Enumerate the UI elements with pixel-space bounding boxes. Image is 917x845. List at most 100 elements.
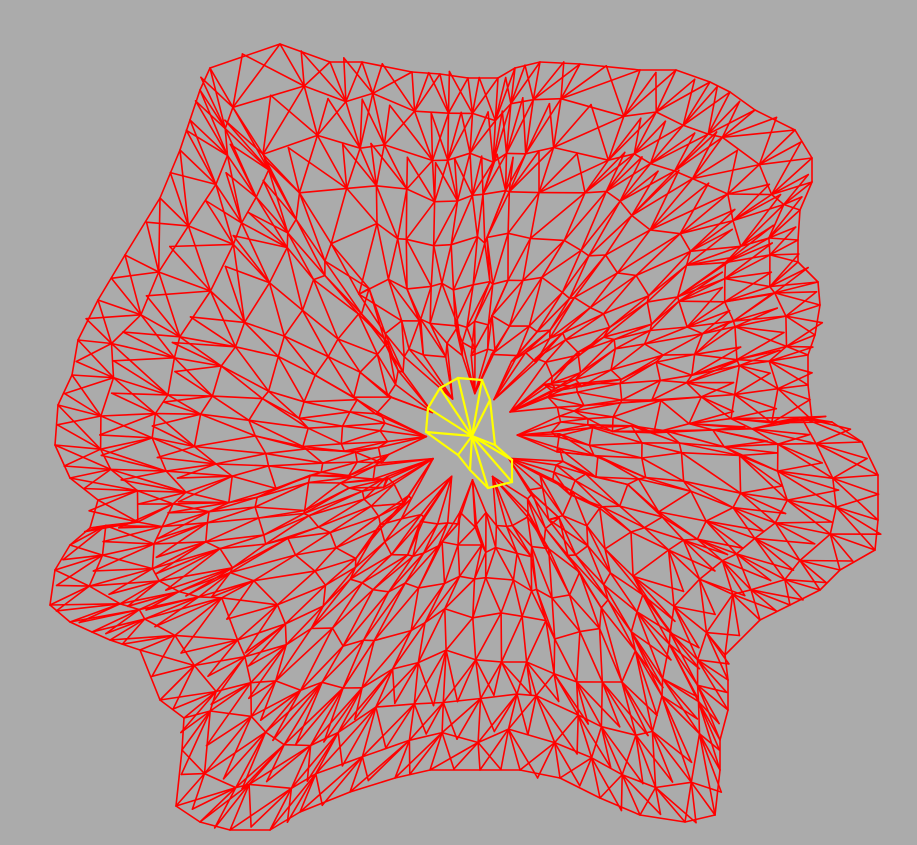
mesh-edge [62, 524, 107, 561]
mesh-edge [231, 543, 267, 569]
mesh-edge [199, 783, 250, 823]
mesh-edge [829, 533, 854, 562]
mesh-edge [753, 537, 795, 571]
mesh-edge [693, 332, 704, 356]
mesh-edge [264, 689, 302, 733]
mesh-edge [530, 555, 533, 592]
mesh-edge [353, 686, 363, 721]
mesh-edge [441, 243, 453, 285]
mesh-edge [159, 690, 217, 701]
mesh-edge [700, 393, 736, 398]
mesh-edge [726, 163, 761, 195]
mesh-edge [180, 596, 223, 654]
mesh-edge [193, 445, 267, 455]
mesh-edge [474, 658, 482, 700]
mesh-edge [83, 468, 112, 490]
mesh-edge [470, 324, 490, 357]
mesh-edge [547, 518, 589, 547]
mesh-edge [619, 170, 676, 202]
mesh-edge [559, 417, 589, 423]
mesh-edge [235, 731, 267, 789]
mesh-edge [553, 672, 578, 683]
mesh-edge [604, 229, 652, 256]
mesh-edge [387, 552, 425, 593]
mesh-edge [371, 71, 413, 95]
mesh-edge [732, 506, 777, 524]
mesh-edge [817, 281, 821, 306]
mesh-edge [363, 498, 373, 507]
mesh-edge [285, 627, 313, 646]
mesh-edge [673, 605, 699, 661]
mesh-edge [649, 120, 667, 165]
mesh-edge [559, 756, 593, 779]
mesh-edge [622, 69, 677, 118]
mesh-edge [561, 306, 592, 334]
mesh-edge [768, 237, 799, 241]
mesh-edge [169, 171, 217, 186]
mesh-edge [698, 578, 734, 596]
mesh-edge [560, 61, 565, 100]
mesh-edge [610, 369, 623, 381]
mesh-edge [682, 480, 742, 495]
mesh-edge [633, 120, 667, 155]
mesh-edge [244, 623, 287, 654]
mesh-edge [580, 190, 608, 252]
mesh-edge [250, 715, 267, 733]
mesh-edge [112, 359, 169, 396]
mesh-edge [232, 43, 281, 109]
mesh-edge [619, 200, 633, 217]
mesh-edge [340, 440, 389, 445]
mesh-edge [341, 411, 351, 428]
mesh-edge [89, 499, 99, 529]
mesh-edge [535, 588, 547, 622]
mesh-edge [174, 634, 196, 667]
mesh-edge [120, 470, 167, 481]
mesh-edge [161, 503, 174, 528]
mesh-edge [453, 741, 479, 770]
mesh-edge [394, 383, 434, 414]
mesh-edge [807, 384, 813, 421]
mesh-edge [206, 506, 256, 524]
mesh-edge [387, 555, 414, 593]
mesh-edge [607, 115, 625, 161]
mesh-edge [193, 639, 239, 667]
mesh-edge [768, 209, 801, 239]
mesh-edge [689, 219, 734, 253]
mesh-edge [685, 374, 693, 384]
mesh-edge [110, 271, 160, 280]
mesh-edge [732, 203, 785, 222]
mesh-edge [585, 507, 601, 527]
mesh-edge [102, 525, 163, 543]
mesh-edge [298, 400, 305, 420]
mesh-edge [536, 329, 551, 333]
mesh-edge [777, 387, 811, 401]
mesh-edge [750, 588, 778, 612]
mesh-edge [632, 575, 676, 623]
mesh-edge [109, 468, 187, 494]
mesh-edge [220, 365, 264, 400]
highlighted-vertex-fan [424, 376, 514, 490]
mesh-edge [538, 152, 578, 194]
mesh-edge [651, 730, 693, 764]
mesh-edge [234, 321, 246, 348]
mesh-edge [732, 506, 787, 515]
mesh-edge [417, 582, 446, 589]
mesh-edge [439, 73, 469, 79]
mesh-edge [734, 315, 787, 328]
mesh-edge [267, 465, 323, 474]
mesh-edge [508, 146, 555, 193]
mesh-edge [829, 533, 841, 571]
mesh-edge [383, 110, 416, 146]
mesh-edge [682, 539, 724, 562]
mesh-edge [215, 183, 235, 246]
mesh-edge [209, 710, 253, 718]
mesh-edge [321, 451, 357, 464]
mesh-edge [815, 442, 879, 476]
mesh-edge [211, 365, 223, 397]
mesh-edge [178, 566, 234, 593]
mesh-edge [386, 435, 428, 443]
mesh-edge [777, 371, 813, 390]
mesh-edge [361, 629, 412, 689]
mesh-edge [676, 264, 688, 298]
mesh-edge [575, 681, 603, 728]
